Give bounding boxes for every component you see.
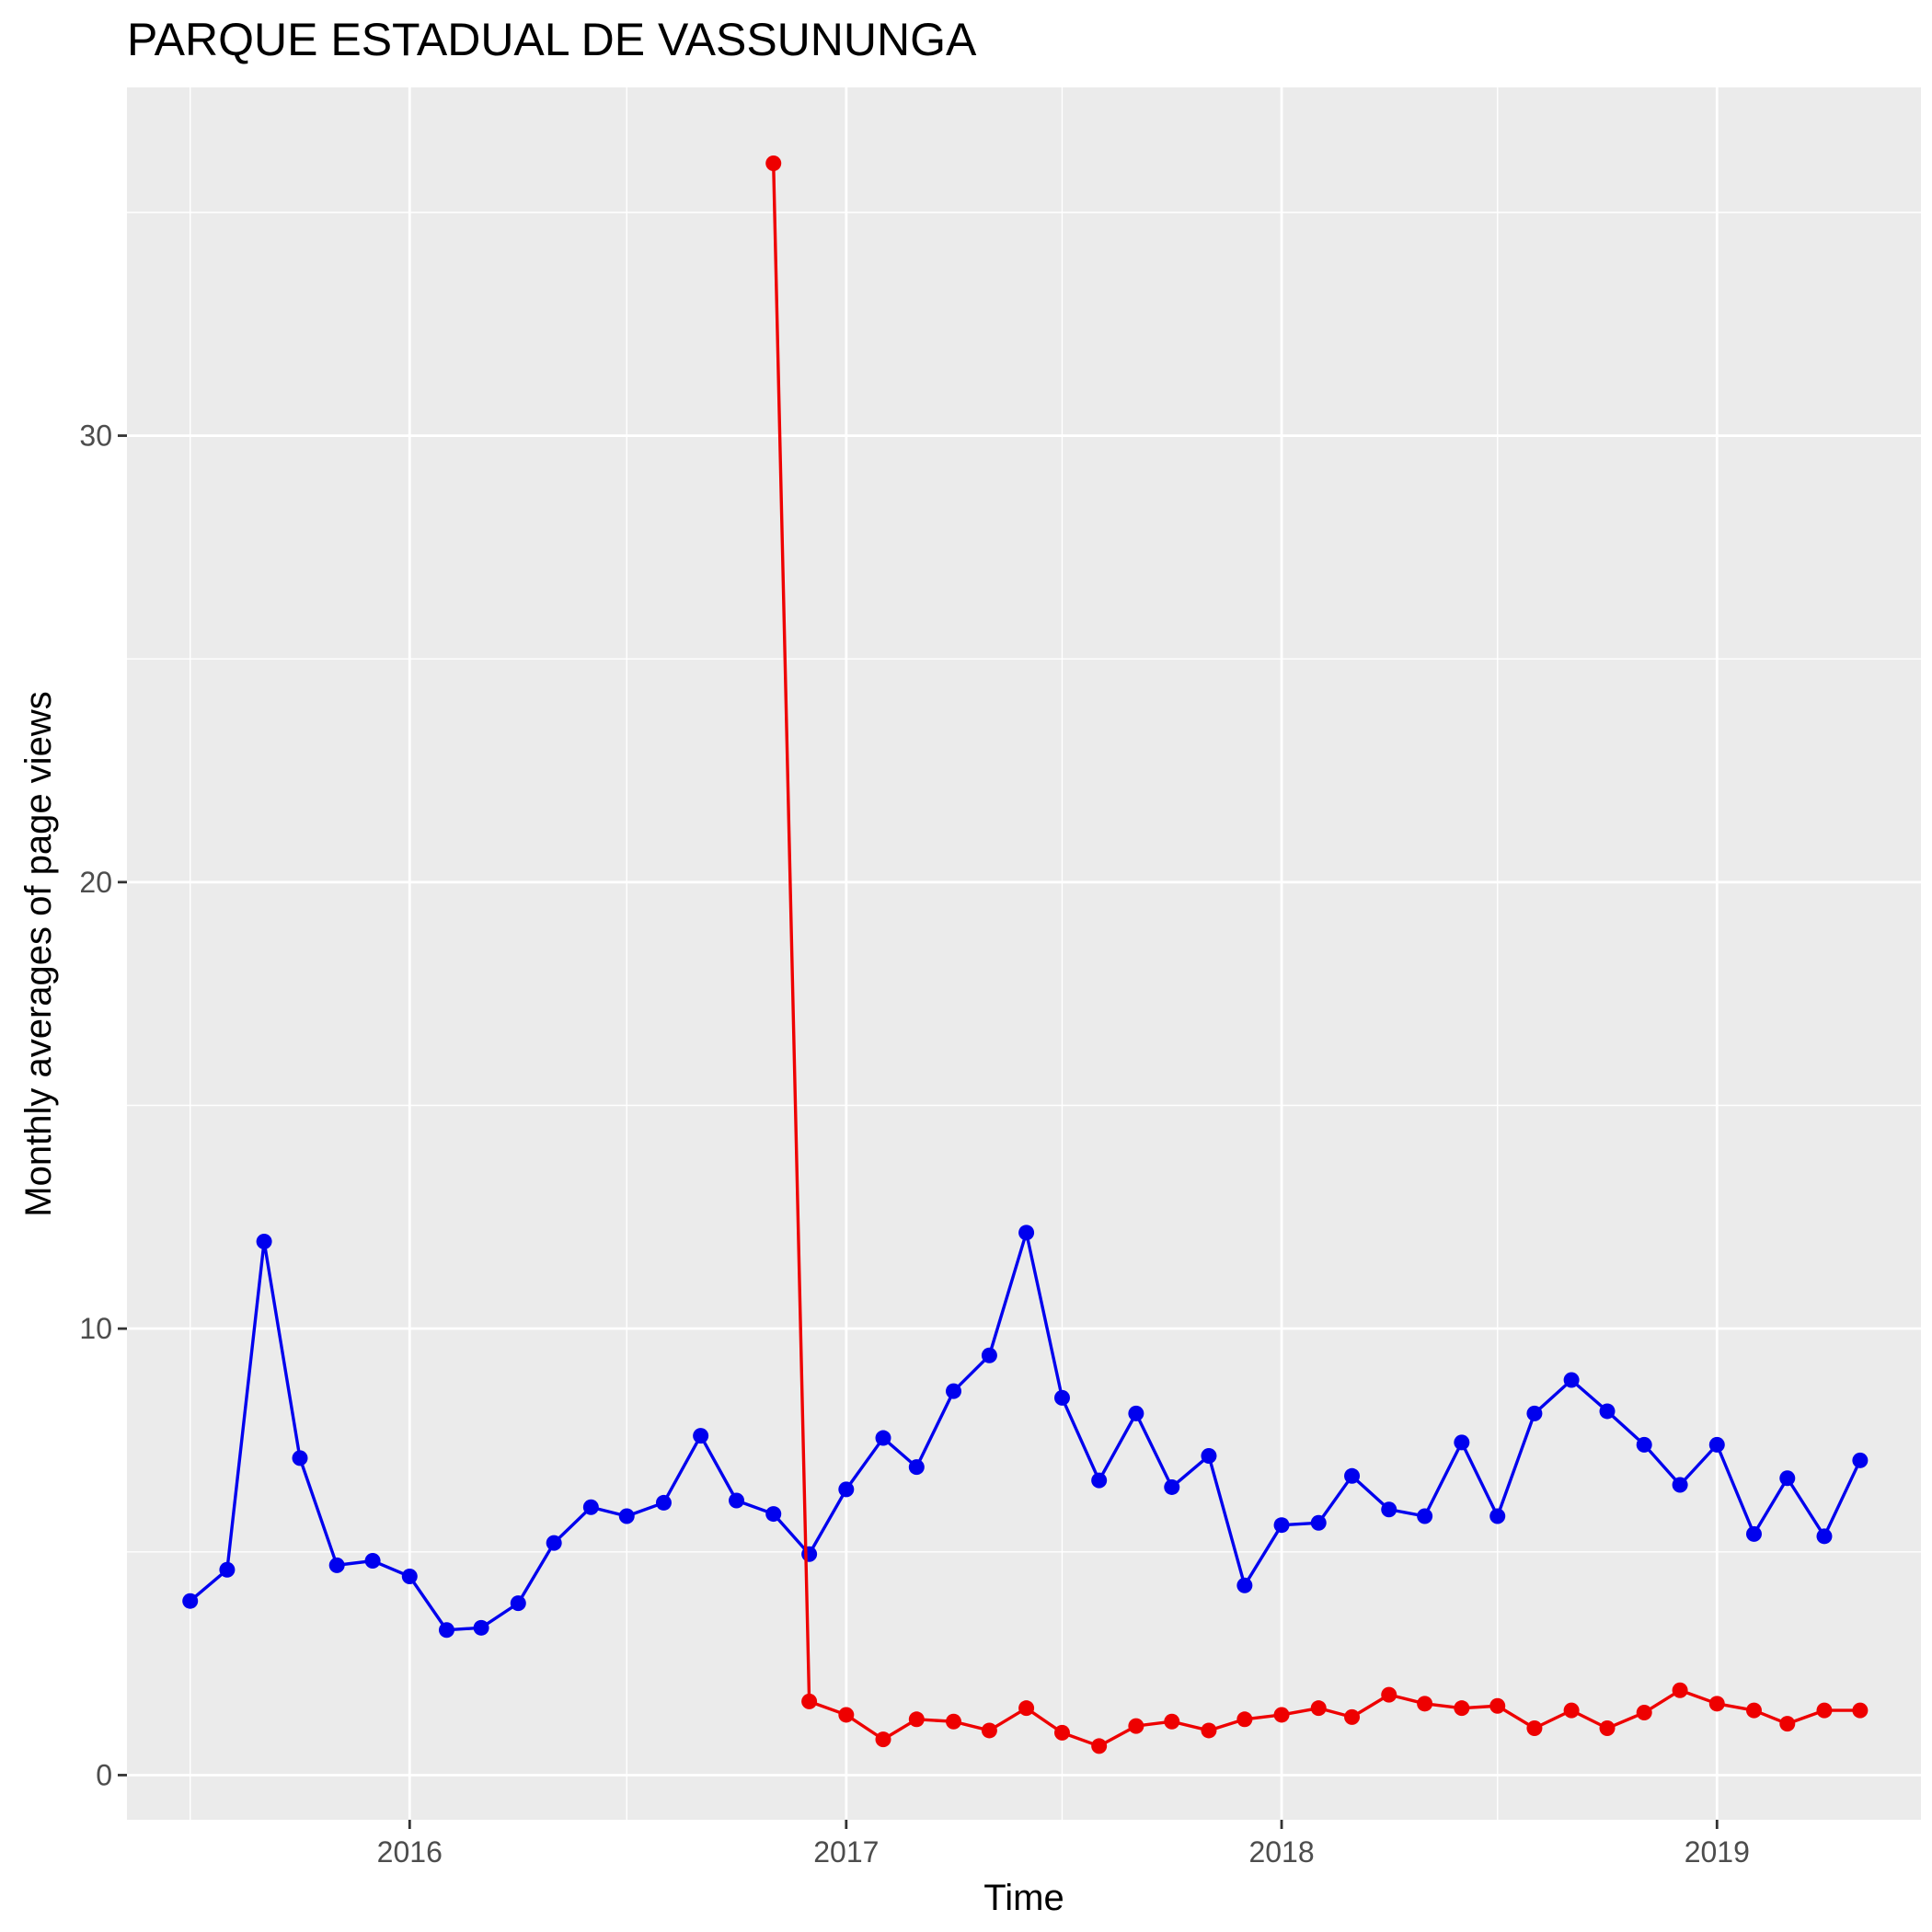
data-point (1310, 1700, 1327, 1717)
data-point (1236, 1577, 1253, 1593)
data-point (1164, 1713, 1180, 1730)
y-tick-label: 10 (79, 1312, 112, 1345)
major-gridlines (127, 87, 1921, 1820)
data-point (765, 1506, 782, 1523)
data-point (582, 1499, 599, 1515)
data-point (981, 1722, 997, 1739)
data-point (981, 1347, 997, 1363)
data-point (1273, 1517, 1290, 1534)
minor-gridlines (127, 87, 1921, 1820)
data-point (1091, 1472, 1108, 1489)
y-axis-title: Monthly averages of page views (18, 691, 59, 1216)
data-point (1672, 1682, 1688, 1698)
data-point (1636, 1436, 1652, 1453)
data-point (655, 1494, 672, 1511)
data-point (908, 1459, 925, 1476)
data-point (1563, 1702, 1580, 1719)
data-point (1128, 1405, 1144, 1421)
series-1 (765, 155, 1869, 1754)
data-point (1053, 1724, 1070, 1741)
data-point (1852, 1702, 1869, 1719)
data-point (1816, 1702, 1833, 1719)
data-point (693, 1428, 709, 1444)
data-point (908, 1711, 925, 1728)
data-point (1417, 1508, 1433, 1524)
data-point (219, 1561, 236, 1578)
data-point (1454, 1434, 1470, 1451)
data-point (1489, 1697, 1506, 1714)
data-point (1672, 1477, 1688, 1493)
y-tick-label: 20 (79, 866, 112, 899)
data-point (946, 1713, 962, 1730)
data-point (729, 1492, 745, 1509)
data-point (1563, 1372, 1580, 1388)
data-point (328, 1557, 345, 1573)
data-point (1091, 1738, 1108, 1754)
data-point (1018, 1225, 1035, 1241)
series-0 (182, 1225, 1869, 1639)
data-point (1489, 1508, 1506, 1524)
data-point (1310, 1514, 1327, 1531)
data-point (838, 1707, 855, 1723)
data-point (765, 155, 782, 172)
data-point (1128, 1718, 1144, 1734)
data-point (1526, 1720, 1543, 1737)
x-tick-label: 2019 (1685, 1835, 1750, 1869)
data-point (401, 1569, 418, 1585)
chart-title: PARQUE ESTADUAL DE VASSUNUNGA (127, 14, 977, 65)
data-point (1779, 1716, 1796, 1732)
data-point (1454, 1700, 1470, 1717)
plot-panel (127, 87, 1921, 1820)
data-point (364, 1553, 381, 1570)
data-point (1745, 1525, 1762, 1542)
x-axis-title: Time (983, 1878, 1064, 1918)
series-layer (182, 155, 1869, 1754)
data-point (1636, 1705, 1652, 1721)
data-point (875, 1430, 891, 1446)
y-tick-label: 30 (79, 420, 112, 453)
data-point (1344, 1467, 1361, 1484)
data-point (510, 1595, 526, 1612)
data-point (182, 1593, 199, 1609)
data-point (473, 1619, 489, 1636)
data-point (1381, 1501, 1397, 1518)
x-tick-label: 2016 (377, 1835, 443, 1869)
data-point (546, 1535, 562, 1551)
data-point (1852, 1452, 1869, 1468)
data-point (1599, 1720, 1616, 1737)
data-point (1344, 1708, 1361, 1725)
data-point (256, 1234, 272, 1250)
axis-layer: 0 10 20 30 2016 2017 2018 2019 (79, 420, 1749, 1869)
data-point (1381, 1686, 1397, 1703)
data-point (1018, 1700, 1035, 1717)
data-point (838, 1481, 855, 1498)
x-tick-label: 2017 (813, 1835, 879, 1869)
data-point (1201, 1722, 1217, 1739)
data-point (801, 1546, 818, 1562)
data-point (1779, 1470, 1796, 1487)
data-point (1526, 1405, 1543, 1421)
data-point (1708, 1436, 1725, 1453)
x-tick-label: 2018 (1248, 1835, 1314, 1869)
data-point (1236, 1711, 1253, 1728)
data-point (1273, 1707, 1290, 1723)
data-point (875, 1731, 891, 1748)
data-point (1816, 1528, 1833, 1545)
data-point (1745, 1702, 1762, 1719)
y-tick-label: 0 (96, 1758, 112, 1791)
data-point (1201, 1447, 1217, 1464)
data-point (946, 1383, 962, 1399)
data-point (438, 1622, 454, 1639)
data-point (618, 1508, 635, 1524)
data-point (1417, 1696, 1433, 1712)
data-point (1164, 1478, 1180, 1495)
data-point (1599, 1403, 1616, 1420)
data-point (801, 1693, 818, 1709)
data-point (292, 1450, 308, 1466)
data-point (1708, 1696, 1725, 1712)
data-point (1053, 1389, 1070, 1406)
